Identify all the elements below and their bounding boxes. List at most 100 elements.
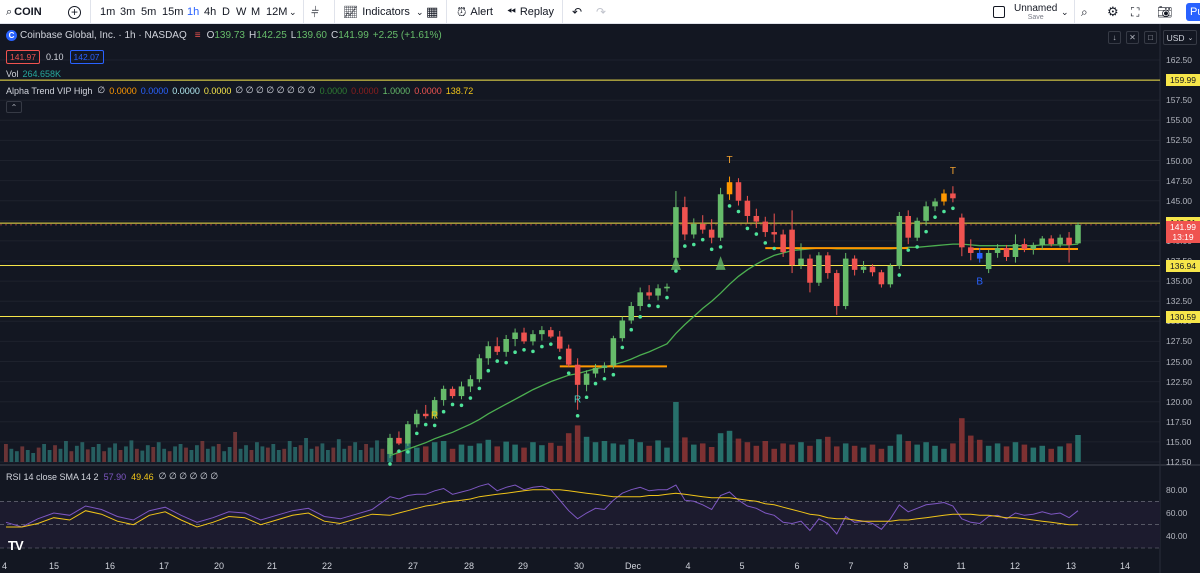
trend-dot <box>647 303 651 308</box>
volume-bar <box>222 451 227 462</box>
timeframe-3m[interactable]: 3m <box>120 6 136 18</box>
candle-body <box>655 288 661 296</box>
templates-grid-icon[interactable]: ▦ <box>426 4 439 19</box>
volume-bar <box>369 447 374 462</box>
timeframe-m[interactable]: M <box>251 6 261 18</box>
alpha-value: 138.72 <box>445 85 474 96</box>
volume-bar <box>1066 443 1072 462</box>
scroll-down-icon[interactable]: ↓ <box>1108 31 1121 44</box>
price-chart[interactable]: R R T T B <box>0 24 1200 573</box>
timeframe-dropdown-chevron-icon[interactable]: ⌄ <box>289 6 297 17</box>
signal-label: R <box>574 395 581 406</box>
alert-button[interactable]: ⏰︎ Alert <box>457 0 493 24</box>
trend-dot <box>629 327 634 332</box>
close-icon[interactable]: ✕ <box>1126 31 1139 44</box>
fullscreen-icon[interactable]: ⛶ <box>1131 4 1140 19</box>
volume-bar <box>69 451 74 462</box>
currency-selector[interactable]: USD ⌄ <box>1163 30 1197 45</box>
volume-bar <box>851 445 858 462</box>
trend-dot <box>951 206 955 211</box>
replay-button[interactable]: ⏪︎ Replay <box>507 0 554 24</box>
trend-dot <box>638 315 642 319</box>
trend-dot <box>575 413 580 418</box>
candle-body <box>458 386 465 397</box>
timeframe-1m[interactable]: 1m <box>100 6 116 18</box>
indicators-button[interactable]: 📈︎ Indicators ⌄ <box>343 0 423 24</box>
volume-legend: Vol 264.658K <box>6 69 61 79</box>
volume-bar <box>798 442 804 462</box>
timeframe-4h[interactable]: 4h <box>204 6 217 18</box>
layout-checkbox[interactable] <box>993 0 1005 24</box>
rsi-value: 57.90 <box>103 471 127 482</box>
volume-bar <box>833 446 840 462</box>
bid-box[interactable]: 141.97 <box>6 50 40 64</box>
publish-button[interactable]: Pu <box>1186 3 1200 21</box>
trend-dot <box>584 395 589 400</box>
volume-bar <box>637 442 643 462</box>
volume-bar <box>249 450 254 462</box>
gear-icon[interactable]: ⚙︎ <box>1107 4 1119 19</box>
volume-bar <box>1021 444 1028 462</box>
volume-bar <box>682 437 688 462</box>
time-axis-label: 30 <box>573 561 585 571</box>
rsi-legend[interactable]: RSI 14 close SMA 14 2 57.90 49.46 ∅ ∅ ∅ … <box>6 471 218 482</box>
volume-bar <box>744 442 751 462</box>
low-label: L <box>290 30 297 41</box>
timeframe-d[interactable]: D <box>222 6 230 18</box>
volume-bar <box>422 446 429 462</box>
timeframe-15m[interactable]: 15m <box>162 6 184 18</box>
volume-bar <box>205 448 210 462</box>
volume-bar <box>941 448 947 462</box>
level-price-tag: 130.59 <box>1166 310 1200 323</box>
close-label: C <box>330 30 339 41</box>
legend-title[interactable]: Coinbase Global, Inc. · 1h · NASDAQ <box>20 30 187 41</box>
trend-dot <box>665 295 669 300</box>
candle-body <box>494 346 500 352</box>
trend-dot <box>450 402 455 407</box>
price-axis-label: 125.00 <box>1166 356 1192 367</box>
candle-type-icon[interactable]: ⫩ <box>311 3 320 20</box>
trend-dot <box>522 348 526 352</box>
time-axis-label: 17 <box>158 561 170 571</box>
timeframe-5m[interactable]: 5m <box>141 6 157 18</box>
candle-body <box>387 437 393 454</box>
timeframe-w[interactable]: W <box>236 6 247 18</box>
price-axis-label: 162.50 <box>1166 55 1192 65</box>
volume-bar <box>467 445 474 462</box>
trend-dot <box>566 371 571 375</box>
volume-bar <box>628 439 635 462</box>
ask-box[interactable]: 142.07 <box>69 50 104 64</box>
candle-body <box>619 320 626 339</box>
volume-bar <box>932 445 938 462</box>
maximize-icon[interactable]: □ <box>1144 31 1157 44</box>
trend-dot <box>933 215 937 219</box>
collapse-legend-button[interactable]: ⌃ <box>6 101 22 113</box>
volume-bar <box>364 444 368 462</box>
undo-icon[interactable]: ↶ <box>572 5 583 19</box>
volume-bar <box>485 439 492 462</box>
layout-name-button[interactable]: Unnamed Save <box>1014 0 1057 24</box>
timeframe-1h[interactable]: 1h <box>187 6 200 18</box>
volume-bar <box>896 434 903 462</box>
price-axis-label: 152.50 <box>1166 135 1192 146</box>
symbol-search-button[interactable]: ⌕ COIN <box>6 0 42 24</box>
indicators-icon: 📈︎ <box>343 5 359 19</box>
redo-icon[interactable]: ↷ <box>596 5 607 19</box>
replay-icon: ⏪︎ <box>507 5 516 18</box>
candle-body <box>753 215 760 222</box>
volume-bar <box>503 441 509 462</box>
compare-symbol-button[interactable]: + <box>68 0 81 24</box>
trend-dot <box>468 396 473 400</box>
alpha-value: 0.0000 <box>351 85 379 96</box>
timeframe-12m[interactable]: 12M <box>266 6 288 18</box>
quick-search-icon[interactable]: ⌕ <box>1081 4 1088 19</box>
volume-bar <box>47 450 52 462</box>
volume-bar <box>298 445 303 462</box>
layout-chevron-down-icon[interactable]: ⌄ <box>1061 6 1069 17</box>
volume-bar <box>140 450 145 462</box>
volume-bar <box>151 447 156 462</box>
alpha-trend-legend[interactable]: Alpha Trend VIP High ∅ 0.0000 0.0000 0.0… <box>6 85 473 96</box>
camera-icon[interactable]: 📷︎ <box>1157 5 1173 19</box>
volume-bar <box>195 445 199 462</box>
high-label: H <box>248 30 257 41</box>
